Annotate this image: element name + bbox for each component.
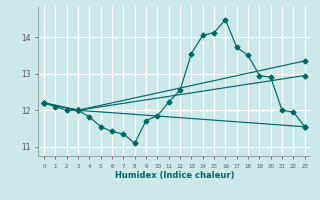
- X-axis label: Humidex (Indice chaleur): Humidex (Indice chaleur): [115, 171, 234, 180]
